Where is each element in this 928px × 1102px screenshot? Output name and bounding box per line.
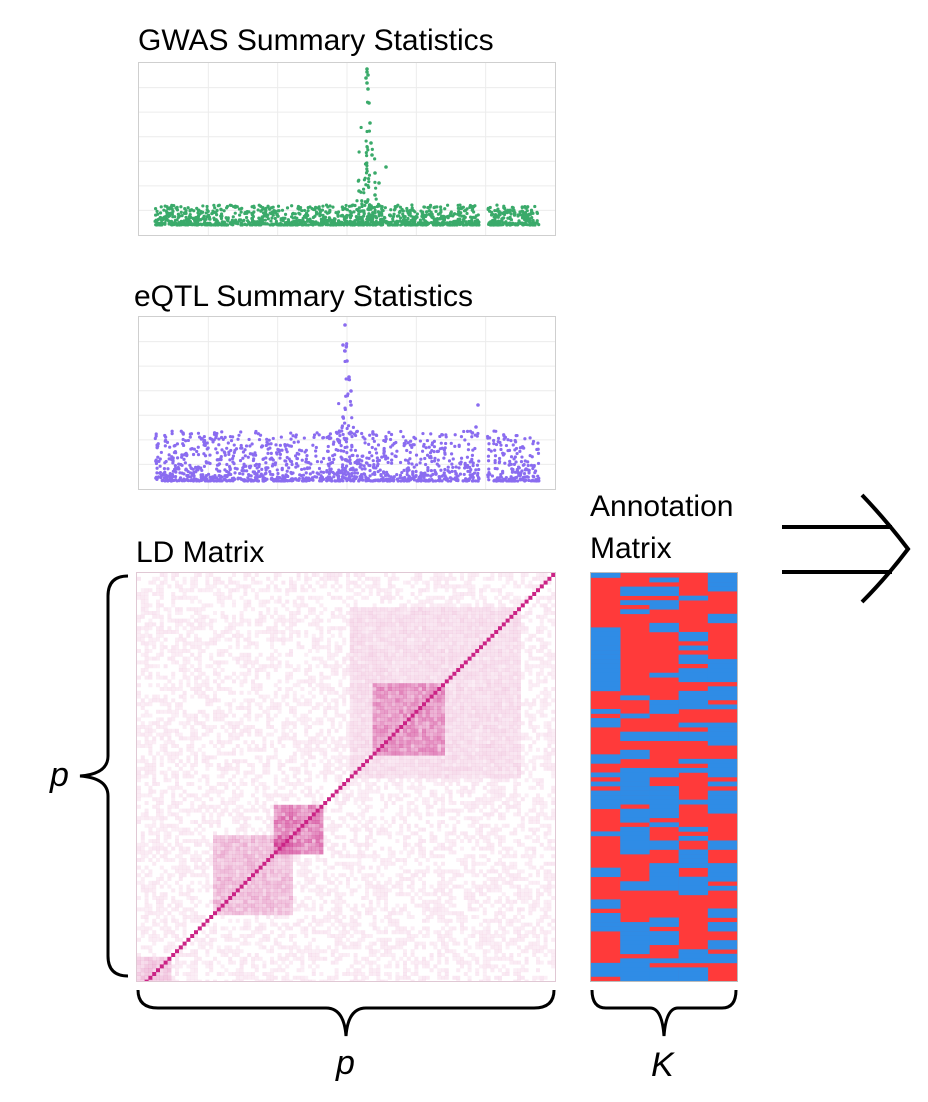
gwas-manhattan-plot xyxy=(138,62,556,236)
annotation-matrix-title-line1: Annotation xyxy=(590,490,734,523)
gwas-plot-canvas xyxy=(139,63,555,235)
ld-cells xyxy=(137,573,555,981)
snp-points xyxy=(153,67,541,227)
ld-heatmap-canvas xyxy=(137,573,555,981)
annotation-grid-canvas xyxy=(591,573,737,981)
eqtl-title: eQTL Summary Statistics xyxy=(134,280,473,313)
snp-points xyxy=(153,323,541,483)
bottom-brace-ld-icon xyxy=(136,989,556,1037)
bottom-brace-annotation-icon xyxy=(590,989,738,1037)
gwas-title: GWAS Summary Statistics xyxy=(138,24,494,57)
ld-col-label-p: p xyxy=(336,1044,355,1082)
annotation-matrix-grid xyxy=(590,572,738,982)
annotation-cells xyxy=(591,573,737,981)
ld-row-label-p: p xyxy=(50,756,69,794)
ld-matrix-title: LD Matrix xyxy=(136,536,265,569)
ld-matrix-heatmap xyxy=(136,572,556,982)
eqtl-manhattan-plot xyxy=(138,316,556,490)
annotation-col-label-k: K xyxy=(651,1046,674,1084)
eqtl-plot-canvas xyxy=(139,317,555,489)
double-arrow-icon xyxy=(782,493,911,604)
left-brace-icon xyxy=(79,574,129,978)
annotation-matrix-title-line2: Matrix xyxy=(590,532,672,565)
